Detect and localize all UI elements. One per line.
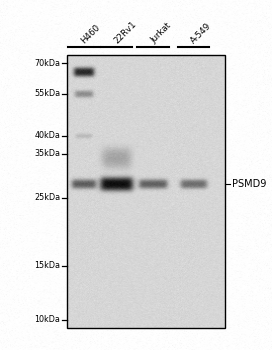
Text: 25kDa: 25kDa <box>34 194 60 203</box>
Text: 15kDa: 15kDa <box>34 261 60 271</box>
Text: PSMD9: PSMD9 <box>232 179 266 189</box>
Text: 70kDa: 70kDa <box>34 58 60 68</box>
Text: Jurkat: Jurkat <box>149 21 173 45</box>
Text: 40kDa: 40kDa <box>34 132 60 140</box>
Text: A-549: A-549 <box>189 21 213 45</box>
Text: 10kDa: 10kDa <box>34 315 60 324</box>
Text: 55kDa: 55kDa <box>34 90 60 98</box>
Text: 22Rv1: 22Rv1 <box>112 19 138 45</box>
Bar <box>67 55 225 328</box>
Text: 35kDa: 35kDa <box>34 149 60 159</box>
Text: H460: H460 <box>79 22 102 45</box>
